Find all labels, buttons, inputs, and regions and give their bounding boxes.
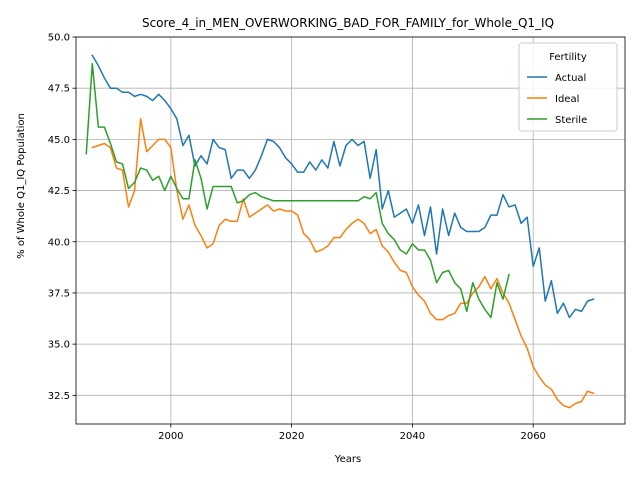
x-tick-label: 2040 [400,431,425,442]
y-tick-label: 37.5 [48,288,70,299]
x-tick-label: 2000 [158,431,183,442]
y-tick-label: 47.5 [48,84,70,95]
axis-ticks: 2000 2020 2040 2060 32.5 35.0 37.5 40.0 42.5 45.0… [48,33,546,443]
legend: Fertility Actual Ideal Sterile [518,42,618,132]
legend-label-ideal: Ideal [555,94,579,105]
y-tick-label: 42.5 [48,186,70,197]
series-lines [85,54,595,409]
x-tick-label: 2020 [279,431,304,442]
chart-title: Score_4_in_MEN_OVERWORKING_BAD_FOR_FAMIL… [142,16,554,30]
x-tick-label: 2060 [520,431,545,442]
legend-box [518,42,618,132]
y-tick-label: 35.0 [48,340,70,351]
y-axis-label: % of Whole Q1_IQ Population [16,113,27,259]
legend-label-actual: Actual [555,73,586,84]
series-line-ideal [91,118,595,409]
legend-label-sterile: Sterile [555,115,587,126]
y-tick-label: 40.0 [48,237,70,248]
series-line-sterile [85,62,510,319]
x-axis-label: Years [334,454,361,465]
y-tick-label: 50.0 [48,33,70,44]
y-tick-label: 32.5 [48,391,70,402]
legend-title: Fertility [549,52,587,63]
plot-area-frame [75,36,626,425]
y-tick-label: 45.0 [48,135,70,146]
series-line-actual [91,54,595,319]
